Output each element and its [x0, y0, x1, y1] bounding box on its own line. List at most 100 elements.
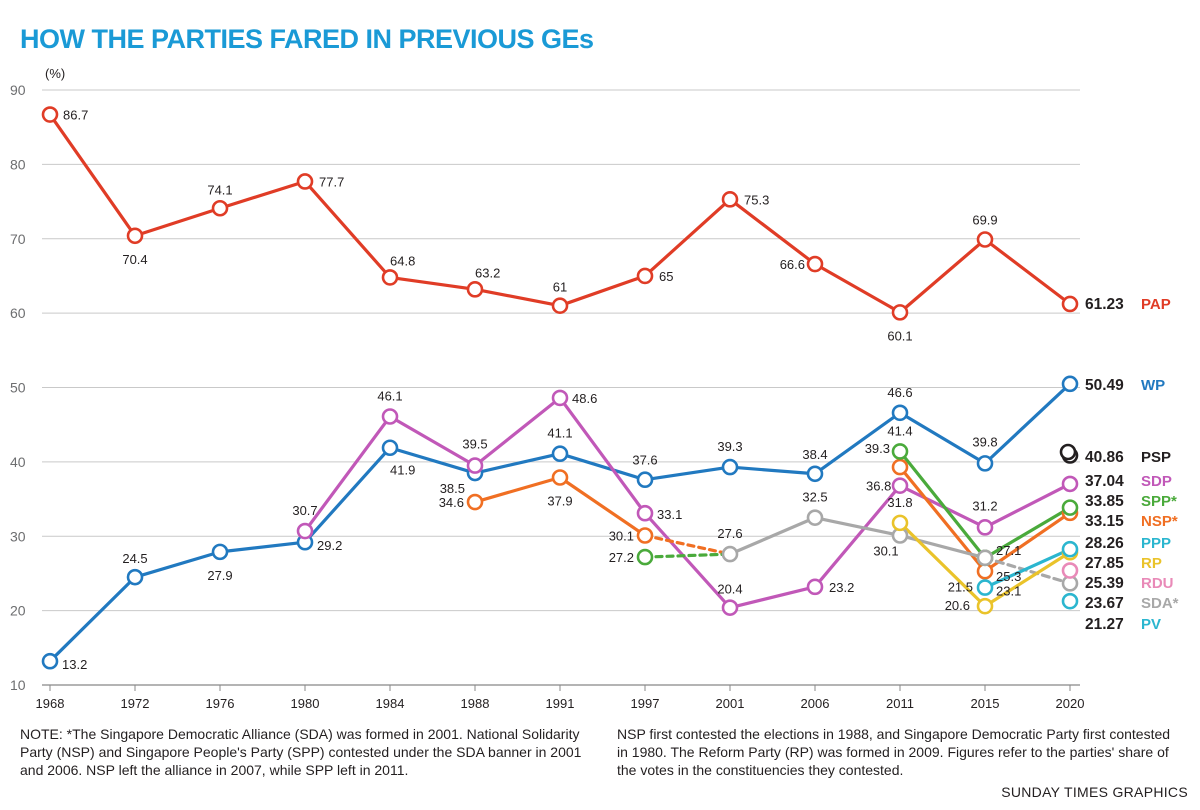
grid-layer: 10 20 30 40 50 60 70 80 90 (%) 1968 1972 1976 1980 198… — [10, 66, 1084, 711]
point-nsp-2011 — [891, 458, 909, 476]
x-tick-label-1984: 1984 — [376, 696, 405, 711]
y-axis-unit-label: (%) — [45, 66, 65, 81]
label-spp-2015: 27.1 — [996, 543, 1021, 558]
point-pap-2001 — [721, 191, 739, 208]
point-nsp-1997 — [636, 527, 654, 544]
point-pap-2006 — [806, 255, 824, 273]
point-wp-2001 — [721, 458, 739, 476]
line-pap-1972-1976 — [133, 206, 222, 238]
legend-name-sdp: SDP — [1141, 473, 1172, 490]
label-pap-1984: 64.8 — [390, 253, 415, 268]
label-nsp-1997: 30.1 — [609, 529, 634, 544]
legend-value-spp: 33.85 — [1085, 493, 1124, 510]
y-tick-label-30: 30 — [10, 528, 26, 544]
label-wp-2011: 46.6 — [887, 385, 912, 400]
label-wp-1988: 38.5 — [440, 481, 465, 496]
legend-value-rdu: 25.39 — [1085, 575, 1124, 592]
point-sdp-1991 — [551, 389, 569, 407]
label-pap-1997: 65 — [659, 269, 673, 284]
point-pap-1997 — [636, 267, 654, 285]
line-wp-1988-1991 — [473, 452, 562, 475]
line-sda-2015-2020 — [983, 556, 1072, 585]
line-sdp-1997-2001 — [643, 511, 732, 610]
line-wp-1968-1972 — [48, 575, 137, 663]
point-wp-1976 — [211, 543, 229, 561]
label-pap-1988: 63.2 — [475, 265, 500, 280]
point-sdp-2015 — [976, 519, 994, 536]
label-wp-1976: 27.9 — [207, 568, 232, 583]
label-wp-1972: 24.5 — [122, 551, 147, 566]
line-wp-1980-1984 — [303, 446, 392, 544]
line-sdp-1991-1997 — [558, 396, 647, 515]
point-nsp-2015 — [976, 562, 994, 580]
label-ppp-2015: 23.1 — [996, 584, 1021, 599]
x-tick-label-1972: 1972 — [121, 696, 150, 711]
line-sdp-2015-2020 — [983, 482, 1072, 529]
legend-name-nsp: NSP* — [1141, 513, 1178, 530]
label-sda-2006: 32.5 — [802, 490, 827, 505]
line-rp-2011-2015 — [898, 521, 987, 608]
line-wp-2011-2015 — [898, 411, 987, 465]
point-pap-2015 — [976, 231, 994, 248]
point-nsp-1991 — [551, 469, 569, 486]
label-sdp-1984: 46.1 — [377, 389, 402, 404]
point-sdp-1988 — [466, 457, 484, 474]
legend-value-pap: 61.23 — [1085, 296, 1124, 313]
point-rp-2011 — [891, 514, 909, 532]
line-spp-2015-2020 — [983, 506, 1072, 560]
label-sdp-2006: 23.2 — [829, 580, 854, 595]
y-tick-label-50: 50 — [10, 380, 26, 396]
x-tick-label-1991: 1991 — [546, 696, 575, 711]
y-tick-label-10: 10 — [10, 677, 26, 693]
line-wp-2006-2011 — [813, 411, 902, 476]
line-pap-2006-2011 — [813, 262, 902, 314]
label-pap-1991: 61 — [553, 280, 567, 295]
point-rdu-2020 — [1061, 562, 1079, 579]
label-nsp-2011: 39.3 — [865, 441, 890, 456]
label-pap-2011: 60.1 — [887, 328, 912, 343]
label-wp-1991: 41.1 — [547, 426, 572, 441]
label-sdp-1997: 33.1 — [657, 507, 682, 522]
label-wp-2001: 39.3 — [717, 439, 742, 454]
point-sda-2015 — [976, 549, 994, 567]
line-rp-2015-2020 — [983, 550, 1072, 608]
point-rp-2015 — [976, 597, 994, 615]
line-sda-2006-2011 — [813, 516, 902, 538]
label-rp-2015: 20.6 — [945, 598, 970, 613]
series-markers — [41, 106, 1079, 670]
source-credit: SUNDAY TIMES GRAPHICS — [1001, 784, 1188, 800]
line-nsp-1988-1991 — [473, 475, 562, 504]
legend-name-spp: SPP* — [1141, 493, 1177, 510]
point-psp-2020 — [1059, 443, 1077, 461]
label-nsp-1991: 37.9 — [547, 493, 572, 508]
point-wp-1991 — [551, 445, 569, 462]
legend-value-sdp: 37.04 — [1085, 473, 1124, 490]
line-pap-2001-2006 — [728, 197, 817, 266]
line-wp-1972-1976 — [133, 550, 222, 579]
label-wp-1997: 37.6 — [632, 453, 657, 468]
point-sda-2006 — [806, 509, 824, 526]
point-spp-2011 — [891, 443, 909, 460]
line-pap-1991-1997 — [558, 274, 647, 308]
point-wp-2011 — [891, 404, 909, 422]
point-pap-1988 — [466, 281, 484, 298]
x-tick-label-1980: 1980 — [291, 696, 320, 711]
point-spp-1997 — [636, 548, 654, 566]
point-sdp-2011 — [891, 477, 909, 494]
legend-name-psp: PSP — [1141, 449, 1171, 466]
label-sdp-2001: 20.4 — [717, 582, 742, 597]
point-wp-1997 — [636, 471, 654, 489]
label-pap-1972: 70.4 — [122, 252, 147, 267]
point-pap-2011 — [891, 304, 909, 321]
point-ppp-2020 — [1061, 540, 1079, 558]
label-sdp-2015: 31.2 — [972, 498, 997, 513]
label-wp-2006: 38.4 — [802, 447, 827, 462]
point-sdp-1984 — [381, 408, 399, 425]
line-nsp-1997-2001 — [643, 533, 732, 556]
point-pap-2020 — [1061, 295, 1079, 313]
line-sdp-2001-2006 — [728, 585, 817, 610]
note-right: NSP first contested the elections in 198… — [617, 726, 1171, 778]
y-tick-label-90: 90 — [10, 82, 26, 98]
line-wp-2001-2006 — [728, 465, 817, 476]
x-tick-label-1976: 1976 — [206, 696, 235, 711]
